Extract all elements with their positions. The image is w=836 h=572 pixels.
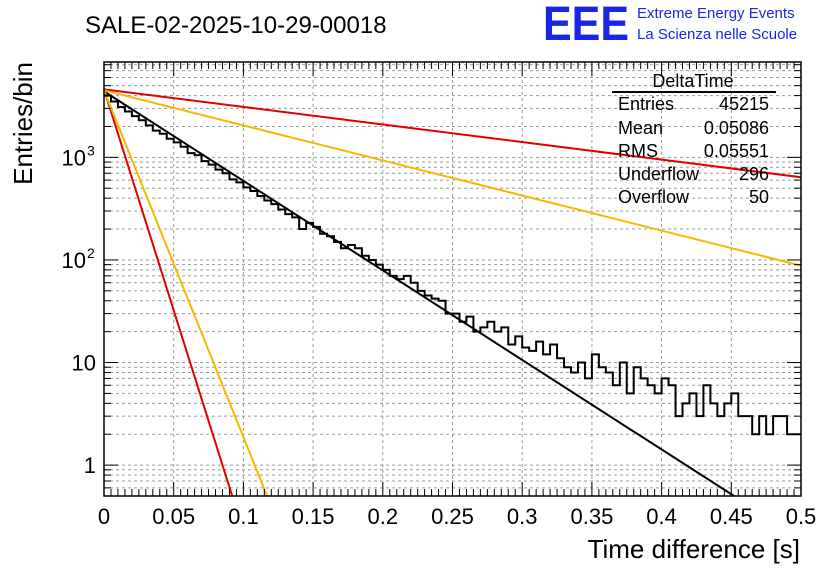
axis-ticks	[103, 62, 802, 496]
curve-red_slow	[103, 88, 802, 179]
curve-orange_slow	[103, 89, 802, 267]
y-tick-exponent: 2	[87, 245, 95, 261]
y-tick-label: 1	[84, 453, 96, 478]
x-tick-label: 0.25	[431, 504, 474, 529]
x-tick-label: 0.5	[786, 504, 817, 529]
curve-fit	[103, 90, 735, 497]
eee-logo-mark: EEE	[543, 0, 629, 51]
chart-title: SALE-02-2025-10-29-00018	[85, 12, 387, 39]
stats-row-value: 50	[749, 187, 769, 207]
y-tick-label: 10	[72, 351, 96, 376]
x-tick-label: 0.45	[710, 504, 753, 529]
stats-row-label: Mean	[618, 118, 663, 138]
stats-row-label: Entries	[618, 94, 674, 114]
stats-row-value: 296	[739, 164, 769, 184]
x-tick-label: 0.4	[646, 504, 677, 529]
stats-row-value: 0.05551	[704, 141, 769, 161]
x-tick-label: 0.2	[368, 504, 399, 529]
stats-row-value: 45215	[719, 94, 769, 114]
fit-curves	[103, 88, 802, 497]
x-tick-label: 0.05	[152, 504, 195, 529]
stats-row-value: 0.05086	[704, 118, 769, 138]
y-tick-label: 10	[62, 145, 86, 170]
x-tick-label: 0	[98, 504, 110, 529]
stats-row-label: Underflow	[618, 164, 700, 184]
y-tick-exponent: 3	[87, 142, 95, 158]
y-axis-label: Entries/bin	[8, 62, 38, 185]
stats-row-label: Overflow	[618, 187, 690, 207]
stats-title: DeltaTime	[652, 71, 733, 91]
x-tick-label: 0.35	[570, 504, 613, 529]
x-tick-label: 0.1	[228, 504, 259, 529]
curve-orange_fast	[103, 89, 269, 497]
y-tick-label: 10	[62, 248, 86, 273]
curve-red_fast	[103, 89, 234, 497]
x-tick-label: 0.3	[507, 504, 538, 529]
x-tick-label: 0.15	[292, 504, 335, 529]
eee-logo: EEE Extreme Energy Events La Scienza nel…	[543, 0, 797, 51]
stats-box: DeltaTime Entries 45215 Mean 0.05086 RMS…	[612, 71, 776, 207]
eee-logo-line1: Extreme Energy Events	[637, 5, 795, 22]
stats-row-label: RMS	[618, 141, 658, 161]
eee-logo-line2: La Scienza nelle Scuole	[637, 26, 797, 43]
x-tick-labels: 0 0.05 0.1 0.15 0.2 0.25 0.3 0.35 0.4 0.45 0.5	[98, 504, 816, 529]
x-axis-label: Time difference [s]	[588, 534, 800, 564]
histogram	[104, 94, 801, 436]
histogram-outline	[104, 94, 801, 436]
grid	[104, 62, 801, 496]
